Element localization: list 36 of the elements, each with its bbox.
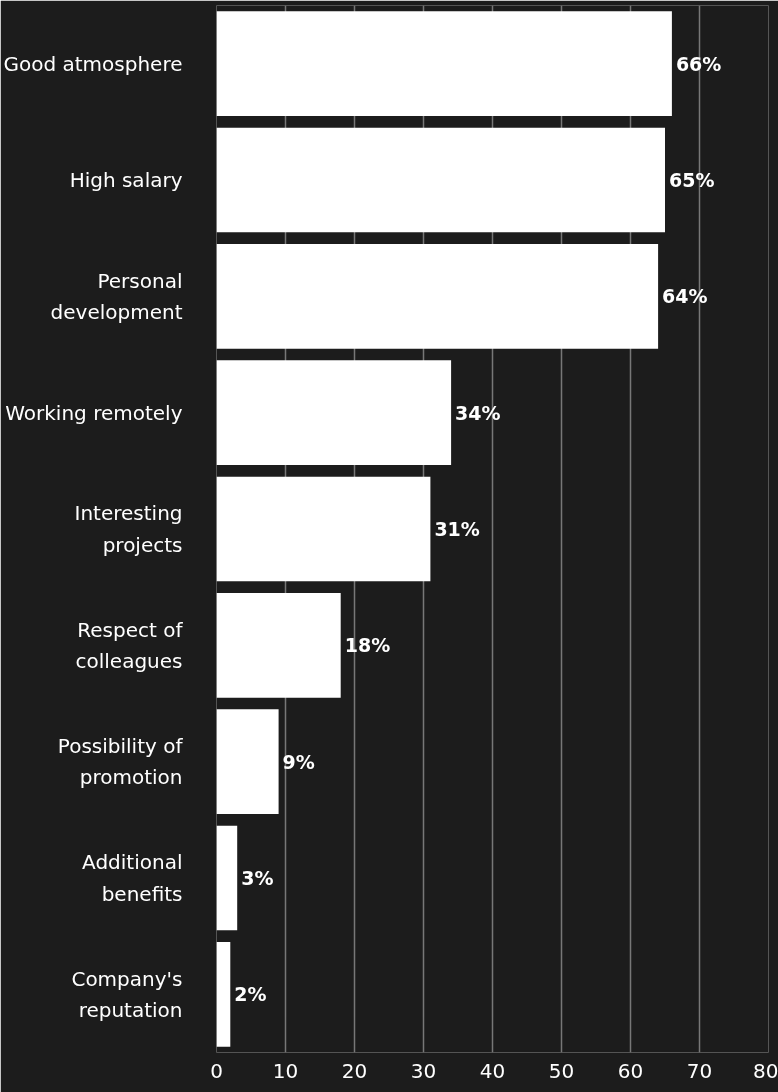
- x-tick-label: 80: [753, 1058, 778, 1083]
- x-tick-label: 20: [341, 1058, 368, 1083]
- data-label: 64%: [662, 285, 708, 308]
- y-tick-label: Personal development: [50, 268, 183, 324]
- bar: [216, 941, 231, 1047]
- x-tick-label: 50: [548, 1058, 575, 1083]
- data-label: 2%: [234, 983, 267, 1006]
- y-tick-label: High salary: [69, 168, 183, 192]
- bar: [216, 592, 341, 698]
- y-tick-label: Possibility of promotion: [57, 734, 184, 790]
- x-tick-label: 70: [686, 1058, 713, 1083]
- bar: [216, 11, 672, 117]
- y-tick-label: Good atmosphere: [3, 51, 183, 76]
- data-label: 31%: [434, 518, 480, 540]
- bar: [216, 127, 665, 233]
- data-label: 65%: [669, 169, 715, 191]
- x-tick-label: 60: [617, 1058, 644, 1083]
- data-label: 9%: [282, 750, 315, 773]
- y-tick-label: Interesting projects: [74, 501, 183, 557]
- x-tick-label: 40: [479, 1058, 506, 1083]
- data-label: 18%: [344, 634, 391, 657]
- y-tick-label: Company's reputation: [71, 966, 183, 1022]
- data-label: 66%: [675, 52, 722, 75]
- x-tick-label: 30: [410, 1058, 437, 1083]
- data-label: 34%: [455, 401, 501, 424]
- y-tick-label: Additional benefits: [82, 850, 183, 906]
- bar: [216, 825, 238, 931]
- y-tick-label: Working remotely: [5, 400, 183, 425]
- x-tick-label: 0: [210, 1058, 223, 1083]
- bar: [216, 709, 279, 815]
- data-label: 3%: [241, 867, 274, 889]
- bar: [216, 360, 452, 466]
- x-tick-label: 10: [272, 1058, 299, 1083]
- bar: [216, 243, 659, 349]
- bar: [216, 476, 431, 582]
- y-tick-label: Respect of colleagues: [75, 617, 184, 673]
